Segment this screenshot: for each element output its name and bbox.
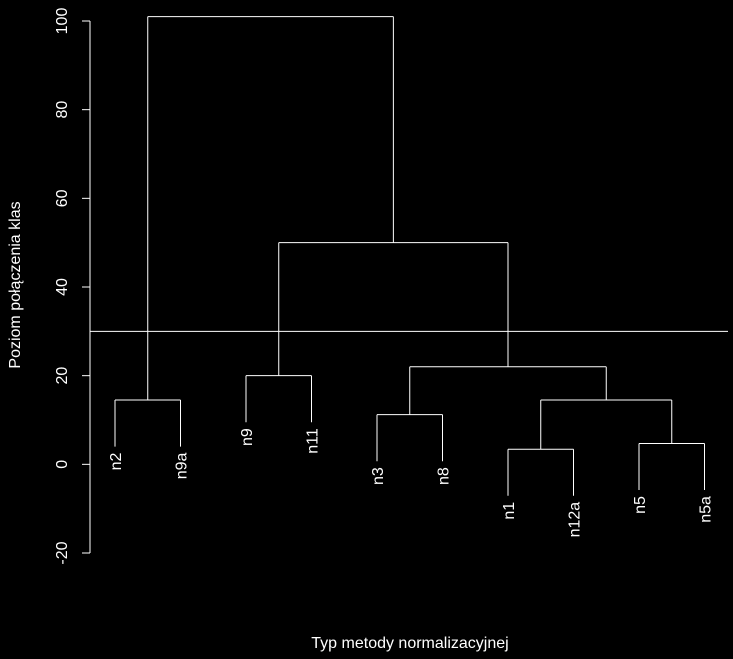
- leaf-label: n5a: [698, 496, 715, 523]
- y-tick-label: 20: [54, 367, 71, 385]
- leaf-label: n8: [436, 467, 453, 485]
- leaf-label: n3: [370, 467, 387, 485]
- y-tick-label: 100: [54, 8, 71, 35]
- leaf-label: n9: [239, 428, 256, 446]
- leaf-label: n9a: [174, 453, 191, 480]
- y-tick-label: -20: [54, 541, 71, 564]
- leaf-label: n2: [108, 452, 125, 470]
- y-tick-label: 0: [54, 460, 71, 469]
- leaf-label: n11: [305, 428, 322, 454]
- leaf-labels: n2 n9a n9 n11 n3 n8 n1 n12a n5 n5a: [108, 428, 715, 537]
- dendrogram-branches: [114, 16, 705, 496]
- y-axis-label: Poziom połączenia klas: [7, 201, 24, 368]
- leaf-label: n5: [632, 496, 649, 514]
- x-axis-label: Typ metody normalizacyjnej: [311, 635, 508, 652]
- y-tick-label: 60: [54, 189, 71, 207]
- leaf-label: n1: [501, 502, 518, 520]
- y-axis: -20 0 20 40 60 80 100: [54, 8, 91, 565]
- leaf-label: n12a: [567, 502, 584, 538]
- y-tick-label: 40: [54, 278, 71, 296]
- y-tick-label: 80: [54, 101, 71, 119]
